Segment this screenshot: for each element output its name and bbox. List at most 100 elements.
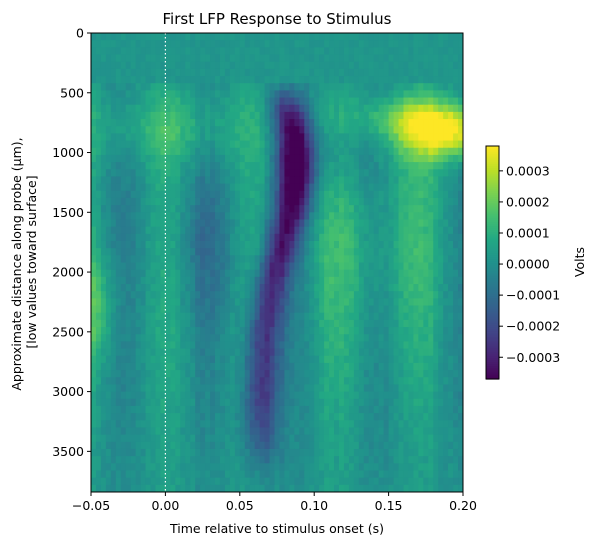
heatmap-cell (249, 183, 256, 192)
heatmap-cell (413, 477, 419, 486)
heatmap-cell (413, 133, 419, 142)
heatmap-cell (274, 298, 281, 307)
heatmap-cell (314, 456, 320, 464)
heatmap-cell (274, 305, 281, 314)
heatmap-cell (339, 448, 345, 457)
heatmap-cell (388, 348, 395, 357)
heatmap-cell (234, 305, 241, 314)
heatmap-cell (319, 434, 325, 443)
heatmap-cell (219, 111, 226, 120)
colorbar-segment (486, 278, 499, 281)
heatmap-cell (294, 384, 300, 393)
heatmap-cell (100, 226, 107, 235)
heatmap-cell (358, 47, 365, 56)
heatmap-cell (358, 377, 365, 386)
heatmap-cell (373, 126, 380, 134)
x-axis: −0.05 0.00 0.05 0.10 0.15 0.20 (72, 492, 477, 513)
heatmap-cell (453, 97, 459, 106)
heatmap-cell (215, 119, 221, 127)
heatmap-cell (428, 362, 434, 371)
heatmap-cell (453, 463, 459, 472)
heatmap-cell (279, 377, 286, 386)
heatmap-cell (195, 140, 201, 149)
heatmap-cell (458, 470, 463, 479)
heatmap-cell (135, 327, 142, 335)
heatmap-cell (274, 76, 281, 84)
heatmap-cell (160, 269, 166, 278)
heatmap-cell (210, 76, 216, 84)
heatmap-cell (175, 334, 181, 342)
heatmap-cell (140, 319, 147, 328)
heatmap-cell (348, 291, 355, 299)
colorbar-segment (486, 180, 499, 184)
heatmap-cell (244, 154, 251, 163)
heatmap-cell (453, 33, 459, 41)
heatmap-cell (453, 248, 459, 256)
heatmap-cell (219, 434, 226, 443)
heatmap-cell (443, 405, 449, 414)
heatmap-cell (185, 327, 191, 335)
heatmap-cell (105, 420, 112, 429)
colorbar-segment (486, 320, 499, 324)
heatmap-cell (180, 47, 186, 56)
heatmap-cell (219, 276, 226, 285)
heatmap-cell (155, 405, 162, 414)
heatmap-cell (358, 61, 365, 70)
heatmap-cell (234, 398, 241, 407)
heatmap-cell (299, 334, 305, 342)
heatmap-cell (205, 391, 211, 400)
heatmap-cell (363, 319, 370, 328)
heatmap-cell (219, 327, 226, 335)
heatmap-cell (120, 262, 127, 271)
colorbar-segment (486, 237, 499, 240)
heatmap-cell (289, 355, 295, 364)
heatmap-cell (378, 76, 385, 84)
heatmap-cell (289, 33, 295, 41)
heatmap-cell (443, 319, 449, 328)
heatmap-cell (353, 463, 360, 472)
heatmap-cell (398, 197, 405, 206)
heatmap-cell (383, 40, 390, 48)
heatmap-cell (348, 377, 355, 386)
heatmap-cell (180, 362, 186, 371)
heatmap-cell (210, 391, 216, 400)
heatmap-cell (224, 470, 231, 479)
heatmap-cell (383, 470, 390, 479)
heatmap-cell (453, 405, 459, 414)
heatmap-cell (254, 133, 261, 142)
heatmap-cell (244, 312, 251, 321)
heatmap-cell (205, 147, 211, 156)
heatmap-cell (100, 147, 107, 156)
heatmap-cell (150, 183, 157, 192)
heatmap-cell (224, 133, 231, 142)
heatmap-cell (324, 111, 330, 120)
heatmap-cell (448, 197, 454, 206)
heatmap-cell (378, 255, 385, 264)
heatmap-cell (408, 40, 414, 48)
heatmap-cell (150, 61, 157, 70)
heatmap-cell (428, 104, 434, 113)
heatmap-cell (135, 384, 142, 393)
heatmap-cell (175, 76, 181, 84)
heatmap-cell (373, 391, 380, 400)
heatmap-cell (95, 226, 102, 235)
heatmap-cell (438, 111, 444, 120)
heatmap-cell (314, 40, 320, 48)
heatmap-cell (339, 413, 345, 421)
heatmap-cell (299, 276, 305, 285)
heatmap-cell (383, 240, 390, 249)
heatmap-cell (413, 470, 419, 479)
heatmap-cell (190, 40, 196, 48)
heatmap-cell (403, 154, 410, 163)
heatmap-cell (433, 169, 439, 178)
heatmap-cell (239, 154, 246, 163)
heatmap-cell (348, 68, 355, 77)
heatmap-cell (403, 341, 410, 350)
heatmap-cell (274, 119, 281, 127)
heatmap-cell (363, 477, 370, 486)
heatmap-cell (244, 104, 251, 113)
heatmap-cell (224, 154, 231, 163)
heatmap-cell (314, 327, 320, 335)
heatmap-cell (304, 448, 310, 457)
heatmap-cell (115, 319, 122, 328)
